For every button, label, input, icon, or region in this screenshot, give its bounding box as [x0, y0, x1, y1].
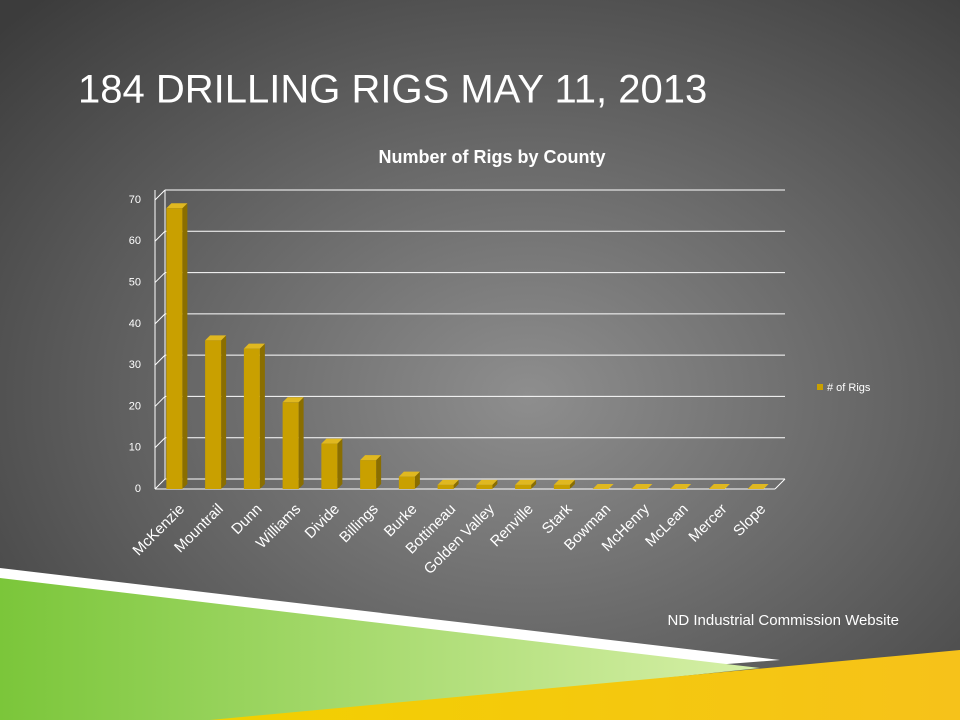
- bar-top: [205, 335, 227, 341]
- grid-line: [154, 230, 166, 242]
- y-tick-label: 20: [129, 400, 141, 412]
- grid-line: [154, 189, 166, 201]
- bar-top: [747, 484, 769, 489]
- bar-side: [182, 203, 188, 489]
- bar: [243, 348, 260, 489]
- y-tick-label: 40: [129, 318, 141, 330]
- bar-top: [243, 343, 265, 349]
- grid-line: [154, 437, 166, 449]
- bar-side: [414, 471, 420, 489]
- slide-title: 184 DRILLING RIGS MAY 11, 2013: [78, 68, 707, 112]
- bar-top: [553, 479, 575, 485]
- bar: [205, 340, 222, 489]
- bar-top: [670, 484, 692, 489]
- grid-line: [154, 272, 166, 283]
- bar-side: [492, 479, 498, 489]
- bar-top: [476, 479, 498, 485]
- bar-top: [708, 484, 730, 489]
- bar-top: [360, 455, 382, 461]
- bar: [166, 208, 183, 489]
- y-tick-label: 0: [135, 483, 141, 495]
- bar-top: [166, 203, 188, 209]
- bar-top: [437, 479, 459, 485]
- bar: [476, 484, 493, 489]
- grid-line: [154, 396, 166, 407]
- source-note: ND Industrial Commission Website: [668, 612, 899, 629]
- y-tick-label: 60: [129, 235, 141, 247]
- bar-side: [298, 397, 304, 489]
- bar: [360, 460, 377, 489]
- y-tick-label: 50: [129, 276, 141, 288]
- legend-swatch: [817, 384, 823, 390]
- swoosh-green: [0, 578, 760, 720]
- floor-line: [774, 478, 786, 490]
- bar-top: [592, 484, 614, 489]
- bar-side: [337, 438, 343, 489]
- bar: [515, 484, 532, 489]
- swoosh-yellow: [210, 650, 960, 720]
- bar-side: [259, 343, 265, 489]
- grid-line: [154, 478, 166, 490]
- bar-top: [321, 438, 343, 444]
- legend-label: # of Rigs: [827, 382, 871, 394]
- bar-side: [531, 479, 537, 489]
- bar-top: [631, 484, 653, 489]
- bar: [321, 443, 338, 489]
- bar: [282, 402, 299, 489]
- bar-side: [376, 455, 382, 489]
- y-tick-label: 70: [129, 194, 141, 206]
- bar-top: [515, 479, 537, 485]
- bar: [553, 484, 570, 489]
- grid-line: [154, 313, 166, 325]
- bar: [437, 484, 454, 489]
- y-tick-label: 10: [129, 442, 141, 454]
- y-tick-label: 30: [129, 359, 141, 371]
- bar-top: [282, 397, 304, 403]
- chart-title: Number of Rigs by County: [378, 147, 605, 167]
- bar-side: [453, 479, 459, 489]
- bar-side: [221, 335, 227, 489]
- bar: [398, 476, 415, 489]
- grid-line: [154, 354, 166, 366]
- bar-side: [569, 479, 575, 489]
- bar-top: [398, 471, 420, 477]
